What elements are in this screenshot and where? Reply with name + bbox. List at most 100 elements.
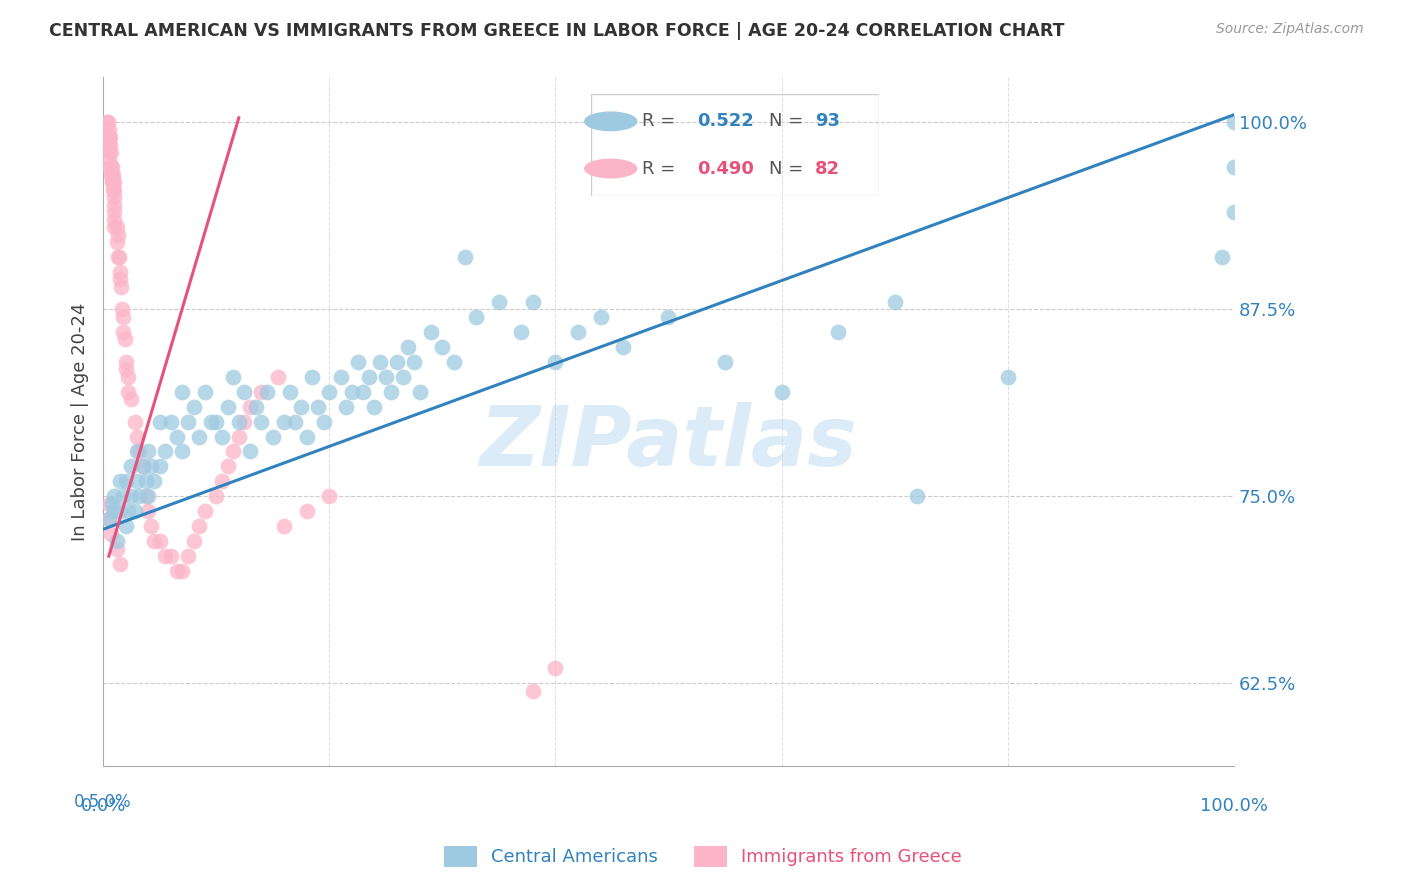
Point — [380, 384, 402, 399]
Point — [107, 227, 129, 242]
Text: CENTRAL AMERICAN VS IMMIGRANTS FROM GREECE IN LABOR FORCE | AGE 20-24 CORRELATIO: CENTRAL AMERICAN VS IMMIGRANTS FROM GREE… — [49, 22, 1064, 40]
Point — [194, 384, 217, 399]
Point — [357, 369, 380, 384]
Point — [155, 549, 177, 564]
Text: 100.0%: 100.0% — [1199, 797, 1268, 814]
Text: 0.0%: 0.0% — [80, 797, 125, 814]
Point — [103, 220, 125, 235]
Point — [108, 557, 131, 571]
Point — [443, 354, 465, 368]
Point — [363, 400, 385, 414]
Point — [267, 369, 290, 384]
Point — [101, 497, 124, 511]
Point — [103, 168, 125, 182]
Text: 0.522: 0.522 — [697, 112, 754, 130]
Point — [295, 429, 318, 443]
Point — [149, 534, 172, 549]
Point — [100, 160, 122, 174]
Point — [112, 310, 135, 324]
Point — [114, 332, 136, 346]
Point — [465, 310, 488, 324]
Point — [135, 475, 157, 489]
Point — [205, 489, 228, 503]
Point — [385, 354, 408, 368]
Point — [222, 444, 245, 458]
Point — [120, 459, 142, 474]
Point — [111, 302, 134, 317]
Point — [510, 325, 533, 339]
Point — [488, 294, 510, 309]
Point — [105, 220, 128, 235]
Point — [318, 489, 340, 503]
Point — [112, 489, 135, 503]
Text: 82: 82 — [815, 160, 841, 178]
Point — [233, 415, 256, 429]
Point — [278, 384, 301, 399]
Point — [138, 489, 160, 503]
Text: R =: R = — [643, 160, 682, 178]
Circle shape — [585, 160, 637, 178]
Point — [114, 354, 136, 368]
Point — [143, 475, 166, 489]
Point — [108, 272, 131, 286]
Point — [103, 212, 125, 227]
Point — [105, 235, 128, 249]
Point — [262, 429, 284, 443]
Point — [97, 145, 120, 160]
Point — [149, 415, 172, 429]
Point — [290, 400, 312, 414]
Point — [110, 280, 132, 294]
Point — [997, 369, 1019, 384]
Text: N =: N = — [769, 160, 810, 178]
Point — [105, 541, 128, 556]
Point — [770, 384, 793, 399]
Point — [128, 489, 150, 503]
Text: Source: ZipAtlas.com: Source: ZipAtlas.com — [1216, 22, 1364, 37]
Point — [1223, 115, 1246, 129]
Point — [139, 459, 162, 474]
Point — [256, 384, 278, 399]
Point — [200, 415, 222, 429]
Point — [125, 475, 148, 489]
Point — [340, 384, 363, 399]
Point — [96, 115, 118, 129]
Point — [245, 400, 267, 414]
Text: N =: N = — [769, 112, 810, 130]
Point — [100, 168, 122, 182]
Point — [172, 564, 194, 578]
Text: 93: 93 — [815, 112, 841, 130]
Point — [544, 661, 567, 675]
Point — [103, 175, 125, 189]
Text: 0.5.0%: 0.5.0% — [75, 793, 132, 811]
Point — [409, 384, 432, 399]
Point — [128, 444, 150, 458]
Point — [117, 504, 139, 518]
Point — [714, 354, 737, 368]
Point — [103, 190, 125, 204]
Point — [120, 489, 142, 503]
Point — [101, 175, 124, 189]
Point — [589, 310, 612, 324]
Point — [883, 294, 905, 309]
Point — [103, 197, 125, 211]
Point — [100, 145, 122, 160]
Point — [143, 534, 166, 549]
Point — [284, 415, 307, 429]
Point — [657, 310, 679, 324]
Point — [96, 130, 118, 145]
Point — [97, 130, 120, 145]
Point — [97, 130, 120, 145]
Point — [402, 354, 425, 368]
Point — [396, 340, 419, 354]
Point — [177, 549, 200, 564]
Point — [250, 415, 273, 429]
Point — [222, 369, 245, 384]
Point — [103, 183, 125, 197]
Point — [138, 444, 160, 458]
Text: R =: R = — [643, 112, 682, 130]
Point — [166, 429, 188, 443]
Point — [211, 475, 233, 489]
Point — [108, 265, 131, 279]
Point — [188, 519, 211, 533]
Point — [233, 384, 256, 399]
